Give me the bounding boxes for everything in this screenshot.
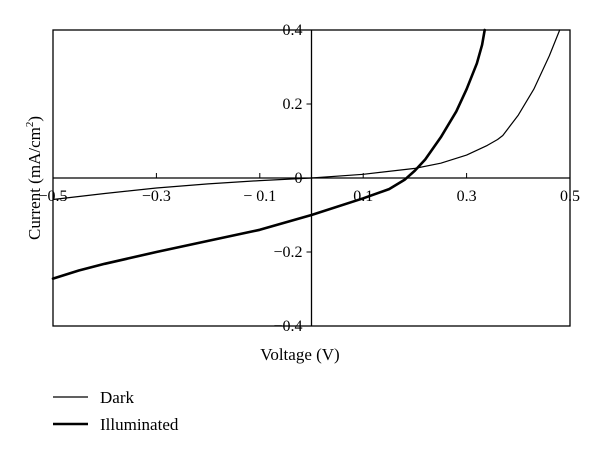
series-line-dark [52, 29, 561, 201]
legend-label-dark: Dark [100, 388, 134, 407]
y-axis-label: Current (mA/cm2) [24, 116, 44, 240]
x-tick-label: − 0.1 [243, 188, 276, 205]
x-tick-label: −0.3 [142, 188, 171, 205]
x-tick-label: 0.5 [560, 188, 580, 205]
legend-label-illuminated: Illuminated [100, 415, 179, 434]
series-layer [51, 28, 561, 280]
y-tick-label: −0.4 [273, 318, 302, 335]
y-tick-label: −0.2 [273, 244, 302, 261]
x-tick-label: −0.5 [38, 188, 67, 205]
x-tick-label: 0.3 [457, 188, 477, 205]
series-line-illuminated [51, 28, 487, 280]
y-axis-label-sup: 2 [24, 122, 36, 128]
y-axis-label-end: ) [25, 116, 44, 122]
legend: Dark Illuminated [53, 388, 179, 434]
y-axis-label-main: Current (mA/cm [25, 127, 44, 240]
y-tick-label: 0.4 [283, 22, 303, 39]
y-tick-label: 0.2 [283, 96, 303, 113]
x-axis-label: Voltage (V) [260, 345, 339, 364]
